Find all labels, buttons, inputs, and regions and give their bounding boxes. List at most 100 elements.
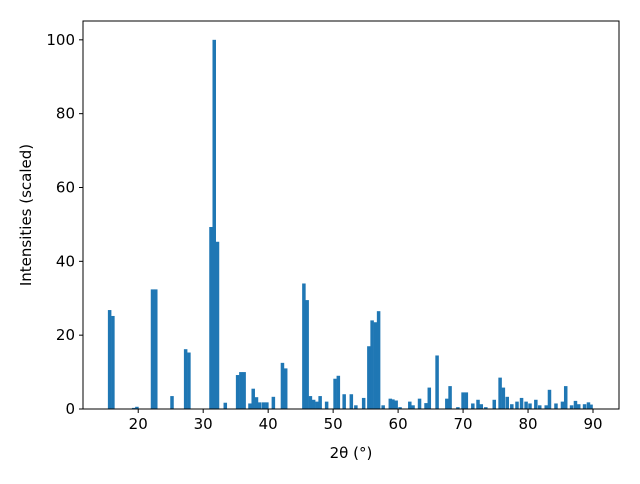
bar — [544, 405, 548, 409]
plot-frame — [82, 20, 620, 410]
x-axis-label: 2θ (°) — [330, 444, 373, 462]
y-tick-label: 0 — [65, 400, 75, 418]
bar — [445, 398, 449, 409]
bar — [215, 241, 220, 409]
bar — [349, 394, 354, 409]
bar — [242, 372, 246, 409]
bar — [239, 372, 243, 409]
bar — [150, 289, 155, 409]
bar — [563, 386, 568, 409]
bar — [154, 289, 158, 409]
bar — [586, 402, 591, 409]
bar — [265, 402, 269, 409]
bar — [209, 226, 213, 409]
bar — [547, 389, 552, 409]
bar — [373, 322, 378, 409]
x-tick-label: 40 — [259, 415, 278, 433]
x-tick-label: 50 — [324, 415, 343, 433]
bar — [479, 404, 484, 409]
bar — [534, 399, 538, 409]
bar — [324, 401, 329, 409]
bar — [560, 401, 565, 409]
y-tick-label: 20 — [56, 326, 75, 344]
bar — [476, 399, 480, 409]
bar — [537, 405, 542, 409]
bar — [464, 392, 469, 409]
bar — [492, 399, 497, 409]
x-tick-label: 60 — [389, 415, 408, 433]
bar — [235, 375, 240, 409]
bar — [484, 407, 488, 409]
bar — [223, 402, 228, 409]
bar — [554, 403, 558, 409]
bar — [257, 402, 262, 409]
x-tick-label: 20 — [129, 415, 148, 433]
bar — [311, 399, 316, 409]
bar — [333, 378, 337, 409]
bar — [435, 355, 439, 409]
bar — [471, 403, 475, 409]
bar — [498, 377, 502, 409]
x-tick-label: 70 — [454, 415, 473, 433]
bar — [589, 404, 593, 409]
bar — [524, 401, 528, 409]
bar — [398, 407, 402, 409]
bar — [187, 352, 191, 409]
bar — [528, 403, 532, 409]
bar — [515, 401, 519, 409]
bar — [254, 397, 259, 409]
y-tick-label: 60 — [56, 178, 75, 196]
bar — [394, 400, 398, 409]
x-tick-label: 30 — [194, 415, 213, 433]
bar — [107, 310, 112, 409]
bar — [261, 402, 266, 409]
bar — [170, 396, 174, 409]
bar — [342, 394, 346, 409]
bar — [308, 396, 313, 409]
bar — [305, 300, 309, 409]
bar — [461, 392, 465, 409]
y-axis-label: Intensities (scaled) — [17, 144, 35, 286]
bar — [381, 405, 385, 409]
bar — [212, 39, 216, 409]
x-tick-label: 80 — [518, 415, 537, 433]
bar — [582, 404, 587, 409]
bar — [135, 406, 139, 409]
bar — [111, 315, 115, 409]
bar — [417, 398, 422, 409]
bar — [336, 375, 341, 409]
bar — [427, 387, 432, 409]
bar — [573, 400, 578, 409]
x-tick-label: 90 — [583, 415, 602, 433]
bar — [248, 403, 252, 409]
y-tick-label: 80 — [56, 105, 75, 123]
bar — [131, 407, 136, 409]
bar — [183, 349, 188, 409]
bar — [501, 387, 506, 409]
bar — [251, 388, 255, 409]
bar — [376, 311, 381, 409]
bar — [519, 397, 524, 409]
bar — [283, 368, 288, 409]
bar — [569, 405, 574, 409]
bar — [388, 398, 393, 409]
bar — [456, 407, 460, 409]
bar — [280, 362, 285, 409]
bar — [302, 283, 306, 409]
bar — [271, 396, 276, 409]
bar — [318, 396, 322, 409]
bar — [370, 320, 374, 409]
bar — [315, 401, 319, 409]
bar — [361, 397, 366, 409]
bar — [367, 346, 371, 409]
bar — [411, 405, 415, 409]
y-tick-label: 40 — [56, 252, 75, 270]
bar — [505, 396, 510, 409]
bar — [408, 401, 412, 409]
bar — [391, 399, 395, 409]
bar — [354, 405, 358, 409]
bar — [448, 386, 452, 409]
bar — [576, 404, 581, 409]
bar — [424, 403, 428, 409]
